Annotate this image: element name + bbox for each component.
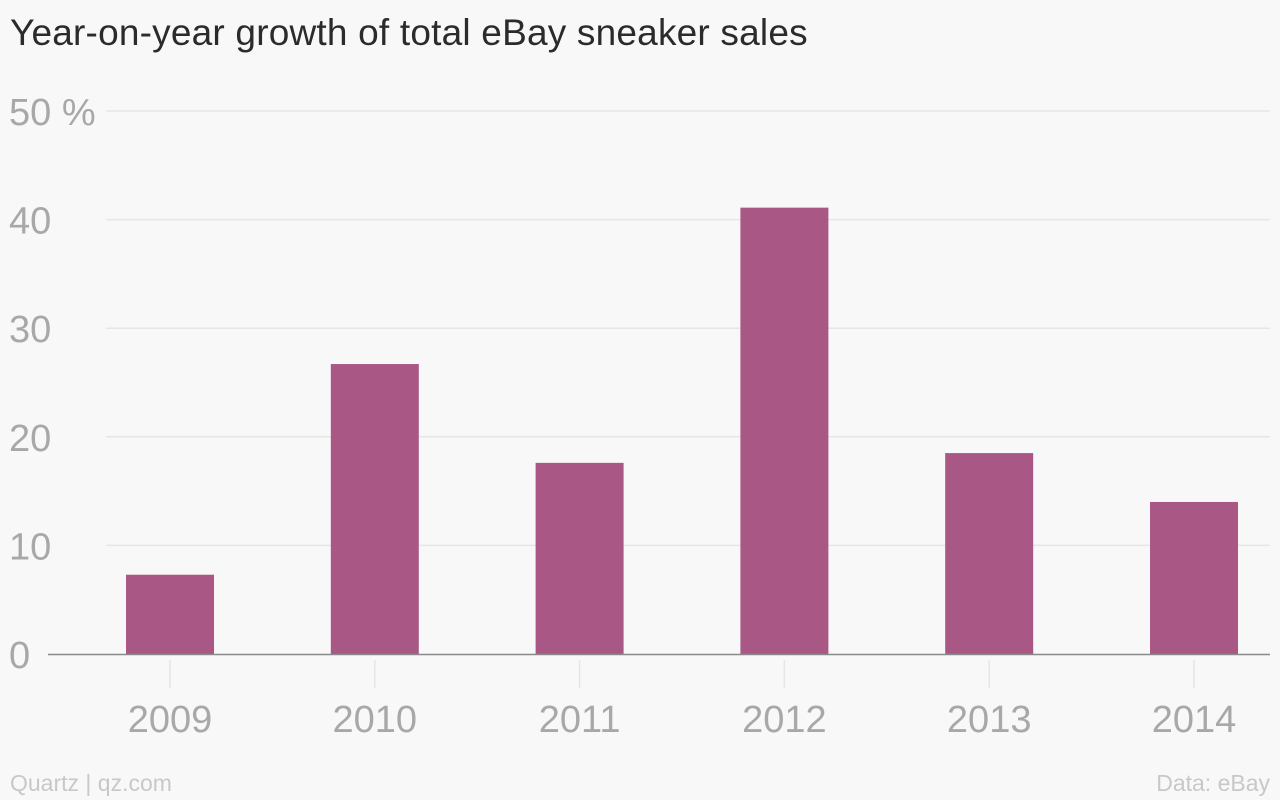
x-tick-label: 2014 — [1152, 699, 1237, 741]
x-tick-label: 2009 — [128, 699, 213, 741]
x-tick-label: 2011 — [539, 699, 621, 741]
bar-2012 — [740, 207, 829, 655]
bar-2014 — [1150, 501, 1238, 654]
y-tick-label: 50 % — [9, 92, 96, 134]
y-tick-label: 20 — [9, 418, 51, 460]
x-tick-label: 2012 — [742, 699, 827, 741]
gridlines — [106, 110, 1270, 547]
bar-2009 — [126, 574, 214, 654]
source-credit: Quartz | qz.com — [10, 770, 172, 796]
bar-2010 — [330, 364, 419, 654]
bar-2013 — [945, 453, 1034, 654]
bars — [126, 207, 1238, 655]
x-tick-label: 2013 — [947, 699, 1032, 741]
y-tick-label: 10 — [9, 526, 51, 568]
data-source: Data: eBay — [1156, 770, 1270, 796]
y-tick-label: 40 — [9, 201, 51, 243]
y-tick-label: 0 — [9, 635, 30, 677]
x-tick-label: 2010 — [333, 699, 418, 741]
bar-2011 — [535, 462, 624, 654]
x-axis — [48, 653, 1270, 688]
y-tick-labels: 0 10 20 30 40 50 % — [9, 92, 96, 677]
y-tick-label: 30 — [9, 309, 51, 351]
chart-title: Year-on-year growth of total eBay sneake… — [10, 12, 808, 53]
x-tick-labels: 2009 2010 2011 2012 2013 2014 — [128, 699, 1237, 741]
